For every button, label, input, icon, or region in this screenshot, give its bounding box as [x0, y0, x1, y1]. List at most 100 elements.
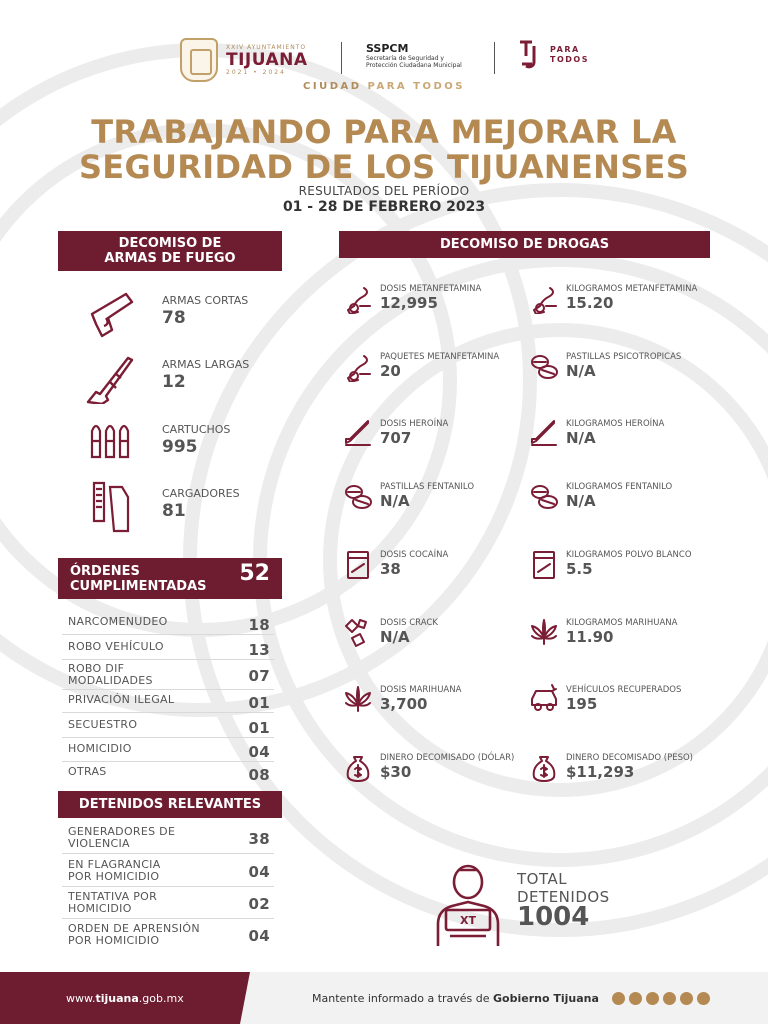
money-bag-icon	[346, 756, 370, 782]
drug-item: KILOGRAMOS METANFETAMINA 15.20	[528, 282, 718, 322]
youtube-icon[interactable]	[663, 992, 676, 1005]
row-value: 13	[248, 641, 270, 659]
whatsapp-icon[interactable]	[697, 992, 710, 1005]
sspcm-logo: SSPCM Secretaría de Seguridad y Protecci…	[366, 42, 462, 69]
row-label-2: POR HOMICIDIO	[68, 870, 160, 883]
twitter-icon[interactable]	[646, 992, 659, 1005]
car-icon	[531, 684, 557, 711]
ordenes-banner-line1: ÓRDENES	[70, 564, 140, 579]
drug-label: DOSIS METANFETAMINA	[380, 284, 482, 294]
ordenes-count: 52	[239, 561, 270, 586]
row-label: TENTATIVA POR	[68, 890, 158, 903]
ciudad-para-todos-slogan: CIUDAD PARA TODOS	[0, 81, 768, 92]
row-label: SECUESTRO	[68, 718, 138, 731]
drug-value: 5.5	[566, 560, 593, 578]
drug-item: KILOGRAMOS MARIHUANA 11.90	[528, 616, 718, 656]
arm-value: 78	[162, 308, 186, 328]
drug-item: KILOGRAMOS POLVO BLANCO 5.5	[528, 548, 718, 588]
tiktok-icon[interactable]	[680, 992, 693, 1005]
footer: www.tijuana.gob.mx Mantente informado a …	[0, 972, 768, 1024]
row-label: HOMICIDIO	[68, 742, 132, 755]
row-divider	[62, 886, 274, 887]
drug-value: 3,700	[380, 695, 428, 713]
page-title: TRABAJANDO PARA MEJORAR LA SEGURIDAD DE …	[0, 115, 768, 185]
drug-item: DINERO DECOMISADO (PESO) $11,293	[528, 751, 718, 791]
bag-icon	[533, 551, 555, 579]
website-link[interactable]: www.tijuana.gob.mx	[66, 992, 184, 1005]
footer-info: Mantente informado a través de Gobierno …	[312, 992, 599, 1005]
arm-value: 995	[162, 437, 198, 457]
drug-label: KILOGRAMOS HEROÍNA	[566, 419, 665, 429]
municipio-years: 2021 • 2024	[226, 69, 286, 76]
row-divider	[62, 659, 274, 660]
arm-value: 81	[162, 501, 186, 521]
pipe-icon	[347, 355, 371, 382]
total-value: 1004	[517, 902, 590, 932]
drug-item: DOSIS COCAÍNA 38	[342, 548, 532, 588]
drug-label: DOSIS COCAÍNA	[380, 550, 449, 560]
armas-banner-line1: DECOMISO DE	[118, 236, 222, 251]
instagram-icon[interactable]	[629, 992, 642, 1005]
ordenes-row: SECUESTRO 01	[68, 718, 274, 738]
row-divider	[62, 634, 274, 635]
money-bag-icon	[532, 756, 556, 782]
total-detenidos: XT TOTAL DETENIDOS 1004	[432, 862, 722, 952]
drug-value: N/A	[566, 429, 596, 447]
drug-item: DOSIS METANFETAMINA 12,995	[342, 282, 532, 322]
para-todos-label: PARA TODOS	[367, 81, 465, 92]
header-divider	[341, 42, 342, 74]
drug-value: 15.20	[566, 294, 614, 312]
arm-item: CARGADORES 81	[86, 479, 286, 535]
arm-item: CARTUCHOS 995	[86, 415, 286, 471]
sspcm-title: SSPCM	[366, 42, 409, 55]
footer-red-bar	[0, 972, 250, 1024]
row-label: ROBO DIF	[68, 662, 125, 675]
detenidos-row: GENERADORES DE VIOLENCIA 38	[68, 826, 274, 850]
drug-label: DINERO DECOMISADO (PESO)	[566, 753, 693, 763]
drug-item: KILOGRAMOS FENTANILO N/A	[528, 480, 718, 520]
magazine-icon	[92, 481, 130, 533]
armas-banner-line2: ARMAS DE FUEGO	[104, 251, 236, 266]
row-value: 18	[248, 616, 270, 634]
detenidos-row: EN FLAGRANCIA POR HOMICIDIO 04	[68, 859, 274, 883]
row-value: 04	[248, 927, 270, 945]
drug-label: PAQUETES METANFETAMINA	[380, 352, 500, 362]
drug-label: KILOGRAMOS FENTANILO	[566, 482, 673, 492]
arm-label: ARMAS LARGAS	[162, 358, 250, 371]
crack-icon	[345, 619, 367, 647]
drug-label: KILOGRAMOS POLVO BLANCO	[566, 550, 692, 560]
arm-item: ARMAS CORTAS 78	[86, 286, 286, 342]
drogas-banner: DECOMISO DE DROGAS	[339, 231, 710, 258]
facebook-icon[interactable]	[612, 992, 625, 1005]
drug-value: $30	[380, 763, 412, 781]
row-label: GENERADORES DE	[68, 825, 176, 838]
subtitle: RESULTADOS DEL PERÍODO	[298, 184, 470, 198]
social-icons	[612, 992, 710, 1005]
syringe-icon	[345, 420, 371, 446]
row-label-2: HOMICIDIO	[68, 902, 132, 915]
row-value: 07	[248, 667, 270, 685]
row-label: EN FLAGRANCIA	[68, 858, 161, 871]
arm-label: ARMAS CORTAS	[162, 294, 249, 307]
detenidos-row: ORDEN DE APRENSIÓN POR HOMICIDIO 04	[68, 923, 274, 947]
drug-label: DOSIS CRACK	[380, 618, 438, 628]
pills-icon	[531, 485, 558, 509]
drug-value: $11,293	[566, 763, 635, 781]
drug-value: 20	[380, 362, 401, 380]
row-divider	[62, 689, 274, 690]
drug-value: 12,995	[380, 294, 438, 312]
row-divider	[62, 853, 274, 854]
pills-icon	[531, 355, 558, 379]
detenidos-row: TENTATIVA POR HOMICIDIO 02	[68, 891, 274, 915]
ordenes-row: ROBO DIF MODALIDADES 07	[68, 663, 274, 687]
sspcm-line2: Protección Ciudadana Municipal	[366, 62, 462, 69]
drug-value: N/A	[380, 628, 410, 646]
drug-item: DINERO DECOMISADO (DÓLAR) $30	[342, 751, 532, 791]
municipio-name: TIJUANA	[226, 50, 308, 70]
ordenes-row: PRIVACIÓN ILEGAL 01	[68, 694, 274, 713]
ordenes-row: OTRAS 08	[68, 766, 274, 785]
drug-label: KILOGRAMOS METANFETAMINA	[566, 284, 698, 294]
arm-label: CARGADORES	[162, 487, 240, 500]
row-value: 01	[248, 719, 270, 737]
pipe-icon	[347, 287, 371, 314]
